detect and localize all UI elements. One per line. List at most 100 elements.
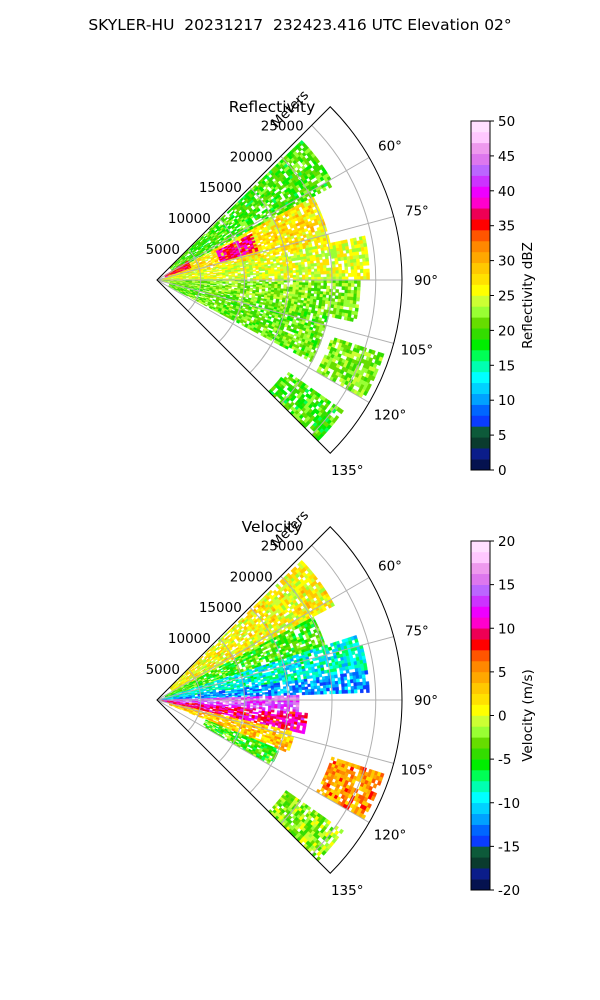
radar-gate <box>200 278 205 280</box>
colorbar-segment <box>471 164 490 176</box>
radar-gate <box>325 261 330 266</box>
radar-gate <box>268 273 272 277</box>
radar-gate <box>317 285 321 289</box>
radar-gate <box>200 274 205 277</box>
radar-gate <box>289 284 294 288</box>
radar-gate <box>205 261 210 265</box>
radar-gate <box>341 283 346 287</box>
radar-gate <box>319 291 324 295</box>
radar-gate <box>252 272 257 276</box>
radar-gate <box>327 183 333 189</box>
angle-tick-label: 75° <box>405 203 429 219</box>
radar-gate <box>350 289 355 294</box>
radar-gate <box>332 285 337 290</box>
radar-gate <box>292 265 296 269</box>
radar-gate <box>314 285 318 289</box>
page-title: SKYLER-HU 20231217 232423.416 UTC Elevat… <box>88 16 512 34</box>
colorbar-segment <box>471 240 490 253</box>
colorbar-tick-label: 10 <box>498 393 515 409</box>
radar-gate <box>234 285 238 288</box>
radial-tick-label: 5000 <box>146 242 180 258</box>
radar-gate <box>203 285 208 288</box>
radar-gate <box>283 270 287 274</box>
radar-gate <box>265 285 269 288</box>
radar-gate <box>304 269 309 273</box>
radar-gate <box>313 268 318 272</box>
radar-gate <box>365 261 370 266</box>
radar-gate <box>274 281 278 285</box>
radar-gate <box>249 273 254 276</box>
colorbar-segment <box>471 360 490 373</box>
radar-gate <box>314 274 318 278</box>
radar-gate <box>307 263 312 268</box>
radar-gate <box>353 262 358 267</box>
radar-gate <box>334 257 339 262</box>
radar-gate <box>237 298 242 302</box>
radar-gate <box>334 295 339 300</box>
radar-gate <box>311 192 317 198</box>
radar-gate <box>363 268 367 274</box>
radar-gate <box>347 289 352 294</box>
radar-gate <box>179 281 183 283</box>
radar-gate <box>209 283 214 286</box>
angle-tick-label: 90° <box>414 273 438 289</box>
radar-gate <box>246 274 251 278</box>
radar-gate <box>227 292 231 295</box>
radar-gate <box>277 196 283 201</box>
radar-gate <box>304 271 309 276</box>
radar-gate <box>265 275 269 279</box>
radar-gate <box>215 289 220 292</box>
radar-gate <box>256 276 260 279</box>
angle-tick-label: 135° <box>331 463 364 479</box>
radar-gate <box>314 271 318 275</box>
radar-gate <box>357 279 361 284</box>
radial-tick-label: 20000 <box>230 149 273 165</box>
radar-gate <box>353 293 358 298</box>
colorbar-label: Reflectivity dBZ <box>520 242 536 349</box>
radar-gate <box>350 266 355 271</box>
radar-gate <box>283 275 288 278</box>
radar-gate <box>364 253 369 259</box>
radar-gate <box>346 296 351 301</box>
radar-gate <box>234 271 238 274</box>
angle-tick-label: 60° <box>378 139 402 155</box>
radar-gate <box>363 276 367 281</box>
radar-gate <box>353 296 357 302</box>
radar-gate <box>218 269 223 272</box>
radar-gate <box>167 280 171 282</box>
radar-gate <box>212 298 216 302</box>
radar-gate <box>307 269 312 273</box>
radar-gate <box>282 290 287 294</box>
colorbar-segment <box>471 393 490 405</box>
radar-gate <box>289 275 294 278</box>
radar-gate <box>326 273 330 278</box>
chart-panel-1: Reflectivity500010000150002000025000Mete… <box>146 87 536 479</box>
radar-gate <box>209 272 214 275</box>
radar-gate <box>256 208 261 213</box>
angle-tick-label: 120° <box>374 408 407 424</box>
radar-gate <box>191 284 195 287</box>
radar-gate <box>289 272 294 276</box>
radar-gate <box>249 289 253 292</box>
radar-gate <box>248 292 253 296</box>
radar-gate <box>301 284 306 288</box>
radar-gate <box>313 290 318 295</box>
radar-gate <box>300 294 305 299</box>
radar-gate <box>194 282 199 284</box>
radar-gate <box>249 281 254 284</box>
radar-gate <box>277 273 281 276</box>
radar-gate <box>356 290 361 295</box>
radar-gate <box>238 295 243 299</box>
radar-gate <box>240 281 245 284</box>
radar-gate <box>280 275 285 279</box>
radar-gate <box>307 287 312 291</box>
radar-gate <box>274 273 278 277</box>
radar-gate <box>341 273 346 277</box>
radar-gate <box>344 283 349 287</box>
colorbar-segment <box>471 219 490 231</box>
radar-gate <box>262 281 266 284</box>
radar-gate <box>298 267 303 271</box>
colorbar-segment <box>471 175 490 187</box>
radar-gate <box>359 265 364 270</box>
colorbar-segment <box>471 153 490 165</box>
